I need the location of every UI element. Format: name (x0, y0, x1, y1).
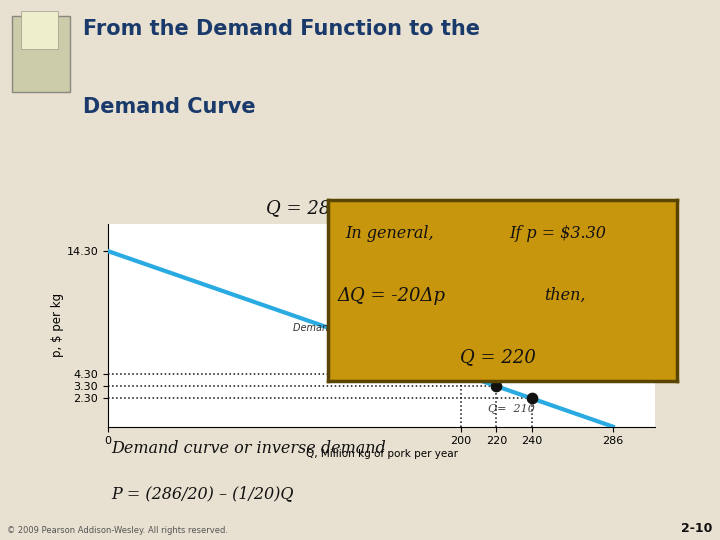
Text: If p = $3.30: If p = $3.30 (509, 225, 606, 242)
Text: ΔQ = -20Δp: ΔQ = -20Δp (338, 287, 446, 305)
Text: © 2009 Pearson Addison-Wesley. All rights reserved.: © 2009 Pearson Addison-Wesley. All right… (7, 526, 228, 536)
Text: Demand curve or inverse demand: Demand curve or inverse demand (112, 440, 387, 457)
Text: Demand curve for p: Demand curve for p (293, 323, 391, 333)
Point (455, 369, 467, 378)
Point (490, 382, 502, 390)
Text: 2-10: 2-10 (681, 523, 713, 536)
X-axis label: Q, Million kg of pork per year: Q, Million kg of pork per year (305, 449, 458, 459)
Y-axis label: p, $ per kg: p, $ per kg (50, 293, 64, 357)
Text: In general,: In general, (345, 225, 433, 242)
Text: Q = 286−20p: Q = 286−20p (266, 200, 392, 218)
Text: Q=  210: Q= 210 (487, 404, 534, 414)
Text: Q = 220: Q = 220 (460, 348, 536, 366)
Text: From the Demand Function to the: From the Demand Function to the (83, 18, 480, 39)
Text: P = (286/20) – (1/20)Q: P = (286/20) – (1/20)Q (112, 485, 294, 503)
Bar (12, 16, 71, 92)
Text: then,: then, (544, 287, 585, 303)
Text: Demand Curve: Demand Curve (83, 97, 256, 117)
Bar (21, 11, 58, 49)
Point (526, 394, 537, 403)
